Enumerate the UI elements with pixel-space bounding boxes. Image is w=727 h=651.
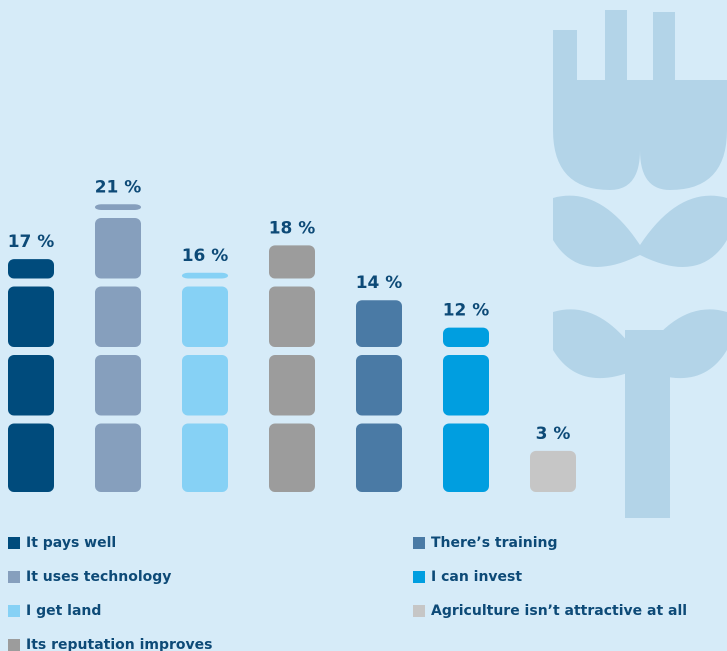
bar-block (356, 300, 402, 347)
value-label: 21 % (95, 177, 142, 197)
legend-swatch (413, 571, 425, 583)
bar (356, 300, 402, 492)
bar-block (95, 355, 141, 416)
legend: It pays well It uses technology I get land… (8, 535, 687, 651)
value-label: 12 % (443, 301, 490, 321)
bar-block (443, 327, 489, 347)
bar-block (356, 423, 402, 492)
bar-block (8, 259, 54, 279)
value-label: 3 % (536, 424, 571, 444)
value-label: 18 % (269, 218, 316, 238)
bar-block (8, 423, 54, 492)
bar-block (8, 355, 54, 416)
bar (530, 450, 576, 492)
legend-swatch (8, 537, 20, 549)
legend-label: It pays well (26, 535, 116, 551)
bar-block (356, 355, 402, 416)
bar-block (182, 272, 228, 279)
bar-block (269, 423, 315, 492)
value-label: 17 % (8, 232, 55, 252)
bar-block (182, 286, 228, 347)
legend-swatch (8, 605, 20, 617)
bar-block (8, 286, 54, 347)
bar-block (95, 204, 141, 210)
bars: 17 % 21 % 16 % 18 % 14 % 12 % 3 % (8, 177, 576, 492)
bar (95, 204, 141, 492)
bar-block (530, 450, 576, 492)
legend-label: It uses technology (26, 569, 171, 585)
legend-swatch (8, 571, 20, 583)
bar-block (95, 218, 141, 279)
bar (182, 272, 228, 492)
bar-block (182, 355, 228, 416)
legend-label: I get land (26, 603, 101, 619)
legend-swatch (8, 639, 20, 651)
bar-block (269, 355, 315, 416)
value-label: 14 % (356, 273, 403, 293)
bar-block (182, 423, 228, 492)
legend-label: Its reputation improves (26, 637, 212, 651)
legend-label: I can invest (431, 569, 522, 585)
legend-label: Agriculture isn’t attractive at all (431, 603, 687, 619)
value-label: 16 % (182, 246, 229, 266)
bar (8, 259, 54, 492)
legend-swatch (413, 537, 425, 549)
bar (269, 245, 315, 492)
legend-swatch (413, 605, 425, 617)
bar-block (443, 423, 489, 492)
bar-block (95, 286, 141, 347)
bar-block (269, 245, 315, 279)
bar-block (269, 286, 315, 347)
bar-block (443, 355, 489, 416)
bar-block (95, 423, 141, 492)
plant-decoration (553, 10, 727, 518)
legend-label: There’s training (431, 535, 558, 551)
bar (443, 327, 489, 492)
